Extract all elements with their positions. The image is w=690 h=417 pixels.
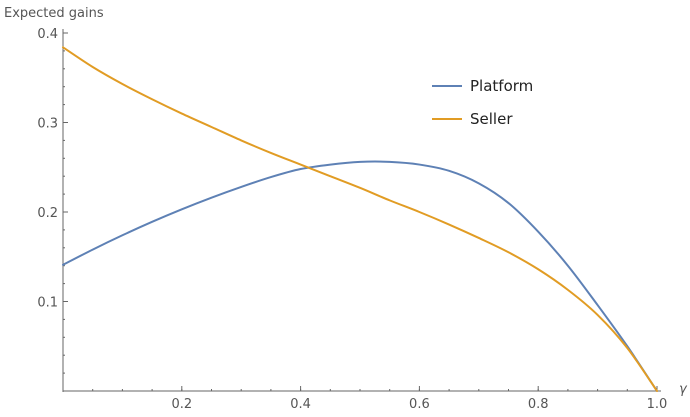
axes [62,29,661,392]
series-lines [62,46,658,392]
x-tick-label: 1.0 [647,397,668,412]
series-line-seller [62,46,658,392]
x-tick-label: 0.8 [528,397,549,412]
legend-label-platform: Platform [470,77,533,95]
major-ticks [63,32,658,391]
x-tick-label: 0.2 [171,397,192,412]
minor-ticks [63,50,628,391]
tick-labels: 0.2 0.4 0.6 0.8 1.0 0.1 0.2 0.3 0.4 [37,27,667,412]
y-tick-label: 0.3 [37,117,58,132]
x-tick-label: 0.6 [409,397,430,412]
series-line-platform [62,160,658,392]
legend-label-seller: Seller [470,110,513,128]
x-tick-label: 0.4 [290,397,311,412]
y-tick-label: 0.1 [37,296,58,311]
legend: Platform Seller [432,77,533,128]
x-axis-title: γ [679,382,688,397]
y-axis-title: Expected gains [4,6,104,21]
y-tick-label: 0.2 [37,206,58,221]
y-tick-label: 0.4 [37,27,58,42]
